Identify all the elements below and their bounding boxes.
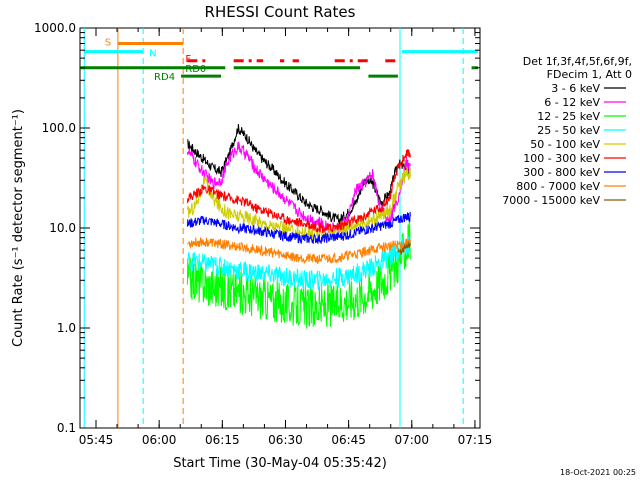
x-tick-label: 06:45	[331, 433, 366, 447]
legend-label: 300 - 800 keV	[523, 166, 600, 179]
x-tick-label: 07:15	[458, 433, 493, 447]
legend-header-line-2: FDecim 1, Att 0	[547, 68, 632, 81]
y-tick-label: 10.0	[49, 221, 76, 235]
x-tick-label: 05:45	[79, 433, 114, 447]
series-line-7	[186, 211, 411, 245]
marker-lines	[83, 28, 464, 428]
series-line-3	[186, 219, 411, 329]
legend-label: 100 - 300 keV	[523, 152, 600, 165]
flag-label-f: F	[185, 54, 191, 65]
legend-label: 7000 - 15000 keV	[502, 194, 600, 207]
chart-title: RHESSI Count Rates	[205, 3, 356, 21]
y-tick-label: 1.0	[57, 321, 76, 335]
legend-header-line-1: Det 1f,3f,4f,5f,6f,9f,	[523, 55, 632, 68]
legend-label: 6 - 12 keV	[544, 96, 600, 109]
x-tick-label: 06:00	[142, 433, 177, 447]
legend-label: 25 - 50 keV	[537, 124, 600, 137]
series-layer	[186, 123, 411, 329]
y-axis-label: Count Rate (s⁻¹ detector segment⁻¹)	[11, 109, 26, 347]
y-tick-label: 100.0	[42, 121, 76, 135]
legend-label: 12 - 25 keV	[537, 110, 600, 123]
x-tick-label: 06:15	[205, 433, 240, 447]
y-axis: 0.1 1.0 10.0 100.0 1000.0	[34, 21, 480, 435]
series-line-8	[187, 236, 411, 264]
y-tick-label: 1000.0	[34, 21, 76, 35]
legend-label: 50 - 100 keV	[530, 138, 600, 151]
x-axis: 05:45 06:00 06:15 06:30 06:45 07:00 07:15	[79, 28, 493, 447]
series-line-5	[186, 165, 411, 243]
series-line-6	[186, 149, 411, 234]
flag-label-rd4: RD4	[154, 72, 175, 83]
series-line-4	[186, 236, 411, 291]
series-line-2	[186, 141, 411, 234]
flag-label-n: N	[149, 49, 156, 60]
legend: Det 1f,3f,4f,5f,6f,9f, FDecim 1, Att 0 3…	[502, 55, 632, 207]
legend-label: 800 - 7000 keV	[516, 180, 600, 193]
timestamp: 18-Oct-2021 00:25	[560, 468, 636, 477]
x-tick-label: 07:00	[394, 433, 429, 447]
x-axis-label: Start Time (30-May-04 05:35:42)	[173, 456, 387, 471]
y-tick-label: 0.1	[57, 421, 76, 435]
series-line-9	[397, 241, 411, 255]
legend-label: 3 - 6 keV	[551, 82, 600, 95]
flag-label-s: S	[105, 37, 111, 48]
x-tick-label: 06:30	[268, 433, 303, 447]
flag-label-rd0: RD0	[185, 64, 206, 75]
